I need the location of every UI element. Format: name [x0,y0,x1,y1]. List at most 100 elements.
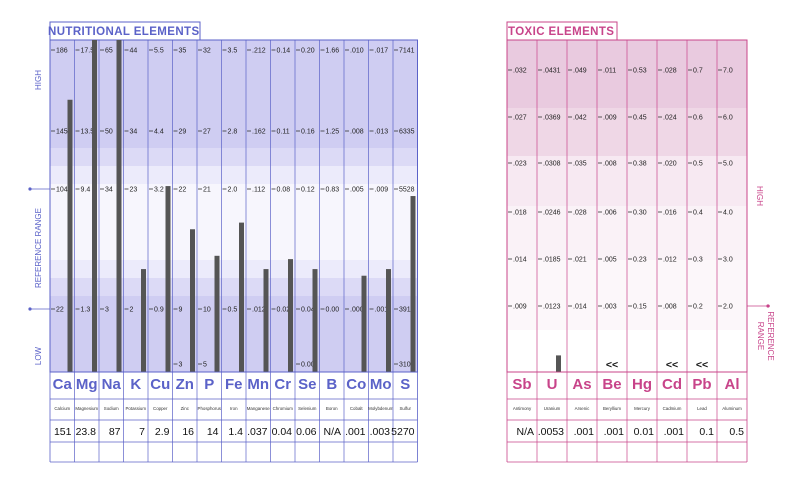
element-value-U: .0053 [538,426,564,438]
element-name-Na: Sodium [104,406,119,411]
element-name-S: Sulfur [400,406,412,411]
nutritional-band-3 [50,184,418,260]
element-symbol-Mo: Mo [370,376,392,393]
tick-label-Se: 0.12 [301,187,315,194]
tick-label-Cd: .008 [663,304,677,311]
element-value-Mg: 23.8 [76,426,97,438]
nutritional-band-1 [50,148,418,166]
tick-label-Be: .008 [603,161,617,168]
below-range-mark-Pb: << [696,359,708,371]
tick-label-Na: 34 [105,187,113,194]
tick-label-Hg: 0.45 [633,115,647,122]
tick-label-Zn: 9 [179,307,183,314]
tick-label-Cu: 0.9 [154,307,164,314]
element-value-Co: .001 [345,426,366,438]
tick-label-K: 23 [130,187,138,194]
bar-S [410,196,416,372]
bar-Co [361,275,367,372]
tick-label-B: 0.00 [326,307,340,314]
element-symbol-Se: Se [298,376,316,393]
tick-label-Mo: .017 [375,48,389,55]
bar-Cu [165,186,171,372]
tick-label-As: .014 [573,304,587,311]
tick-label-Co: .000 [350,307,364,314]
element-symbol-Cd: Cd [662,376,682,393]
toxic-side-label-reference-range: REFERENCE [766,311,775,360]
element-name-Hg: Mercury [634,406,651,411]
element-symbol-Zn: Zn [176,376,194,393]
tick-label-Pb: 0.3 [693,257,703,264]
tick-label-Cd: .028 [663,68,677,75]
element-value-As: .001 [574,426,595,438]
tick-label-Cd: .024 [663,115,677,122]
element-value-Fe: 1.4 [228,426,243,438]
tick-label-Mg: 1.3 [81,307,91,314]
tick-label-Co: .005 [350,187,364,194]
tick-label-Zn: 29 [179,129,187,136]
tick-label-Sb: .009 [513,304,527,311]
element-symbol-Cu: Cu [150,376,170,393]
element-value-Se: 0.06 [296,426,317,438]
element-value-Mo: .003 [370,426,391,438]
bar-P [214,255,220,372]
element-symbol-Sb: Sb [512,376,531,393]
element-value-P: 14 [207,426,219,438]
tick-label-Be: .006 [603,210,617,217]
tick-label-S: 6335 [399,129,415,136]
element-value-Hg: 0.01 [634,426,655,438]
toxic-title-tab [506,21,618,40]
tick-label-Cu: 3.2 [154,187,164,194]
tick-label-Ca: 104 [56,187,68,194]
tick-label-Mn: .012 [252,307,266,314]
bar-Na [116,40,122,372]
element-name-Co: Cobalt [350,406,363,411]
element-name-Ca: Calcium [54,406,70,411]
element-symbol-Hg: Hg [632,376,652,393]
below-range-mark-Cd: << [666,359,678,371]
element-name-Cr: Chromium [273,406,294,411]
tick-label-Hg: 0.53 [633,68,647,75]
element-symbol-Fe: Fe [225,376,243,393]
tick-label-Al: 4.0 [723,210,733,217]
element-name-P: Phosphorus [198,406,222,411]
tick-label-Se: 0.04 [301,307,315,314]
tick-label-Ca: 145 [56,129,68,136]
tick-label-U: .0431 [543,68,561,75]
element-value-B: N/A [323,426,341,438]
bar-Zn [190,229,195,372]
tick-label-K: 44 [130,48,138,55]
element-symbol-Mg: Mg [76,376,98,393]
element-symbol-Ca: Ca [53,376,73,393]
bar-Mn [263,269,269,372]
element-value-Pb: 0.1 [699,426,714,438]
tick-label-Be: .003 [603,304,617,311]
tick-label-Zn: 22 [179,187,187,194]
tick-label-As: .028 [573,210,587,217]
element-name-Mg: Magnesium [75,406,98,411]
element-value-Mn: .037 [247,426,268,438]
bar-Mg [92,40,97,372]
tick-label-Zn: 35 [179,48,187,55]
nutritional-band-0 [50,40,418,148]
tick-label-Sb: .032 [513,68,527,75]
tick-label-Sb: .018 [513,210,527,217]
tick-label-Se: 0.20 [301,48,315,55]
tick-label-Mo: .001 [375,307,389,314]
element-name-Mo: Molybdenum [368,406,393,411]
tick-label-Sb: .014 [513,257,527,264]
element-name-As: Arsenic [575,406,590,411]
tick-label-S: 7141 [399,48,415,55]
element-name-Al: Aluminum [722,406,742,411]
element-name-Cu: Copper [153,406,168,411]
element-symbol-Pb: Pb [692,376,711,393]
element-name-Pb: Lead [697,406,707,411]
nutritional-band-6 [50,296,418,372]
tick-label-Se: 0.16 [301,129,315,136]
side-label-high: HIGH [34,70,43,90]
tick-label-Se: 0.00 [301,362,315,369]
tick-label-As: .035 [573,161,587,168]
bar-Fe [239,222,244,372]
tick-label-Mg: 9.4 [81,187,91,194]
tick-label-Sb: .023 [513,161,527,168]
